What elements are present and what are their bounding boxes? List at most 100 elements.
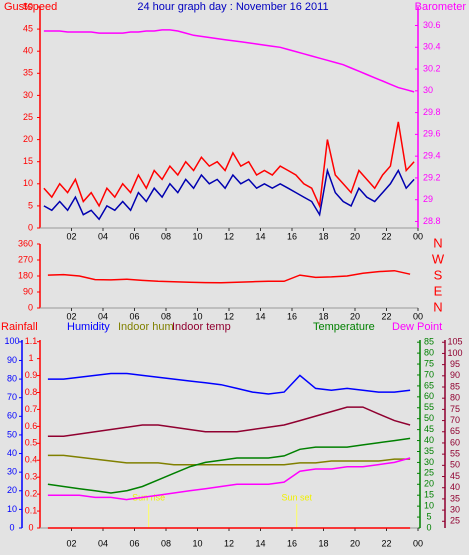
y-tick-label: 0 [426, 522, 431, 532]
series-line [47, 372, 411, 395]
x-tick-label: 16 [287, 231, 297, 241]
y-tick-label: 40 [7, 448, 17, 458]
y-tick-label: 105 [447, 337, 462, 347]
series-line [43, 121, 415, 209]
y-tick-label: 35 [450, 493, 460, 503]
y-tick-label: 20 [424, 479, 434, 489]
y-tick-label: 40 [23, 46, 33, 56]
x-tick-label: 16 [287, 311, 297, 321]
y-tick-label: 30.4 [423, 42, 441, 52]
x-tick-label: 14 [255, 231, 265, 241]
y-tick-label: 50 [450, 460, 460, 470]
y-tick-label: N [433, 235, 442, 250]
y-tick-label: 30 [424, 457, 434, 467]
y-tick-label: 95 [450, 359, 460, 369]
y-tick-label: 5 [28, 200, 33, 210]
y-tick-label: 70 [7, 392, 17, 402]
x-tick-label: 02 [66, 311, 76, 321]
x-tick-label: 06 [129, 538, 139, 548]
y-tick-label: 100 [447, 348, 462, 358]
y-tick-label: 0 [28, 522, 33, 532]
y-tick-label: 55 [424, 402, 434, 412]
y-tick-label: 10 [424, 501, 434, 511]
y-tick-label: 29.6 [423, 129, 441, 139]
y-tick-label: 80 [7, 373, 17, 383]
x-tick-label: 08 [161, 538, 171, 548]
y-tick-label: S [434, 267, 443, 282]
x-tick-label: 04 [98, 311, 108, 321]
y-tick-label: 50 [424, 413, 434, 423]
y-tick-label: 30 [450, 504, 460, 514]
y-tick-label: 90 [23, 286, 33, 296]
x-tick-label: 22 [381, 311, 391, 321]
x-tick-label: 00 [413, 231, 423, 241]
x-tick-label: 18 [318, 231, 328, 241]
y-tick-label: 1 [28, 353, 33, 363]
y-tick-label: W [432, 251, 445, 266]
y-tick-label: 55 [450, 449, 460, 459]
y-tick-label: 29 [423, 194, 433, 204]
x-tick-label: 22 [381, 538, 391, 548]
y-tick-label: 50 [7, 429, 17, 439]
y-tick-label: 60 [450, 437, 460, 447]
y-tick-label: 35 [23, 68, 33, 78]
y-tick-label: 70 [424, 369, 434, 379]
y-tick-label: 0.1 [25, 505, 38, 515]
y-tick-label: 25 [450, 516, 460, 526]
x-tick-label: 12 [224, 538, 234, 548]
y-tick-label: 80 [424, 347, 434, 357]
y-tick-label: 65 [424, 380, 434, 390]
y-tick-label: 50 [23, 1, 33, 11]
y-tick-label: 80 [450, 393, 460, 403]
series-line [47, 437, 411, 494]
y-tick-label: 45 [424, 424, 434, 434]
series-line [47, 454, 411, 466]
y-tick-label: 45 [23, 23, 33, 33]
x-tick-label: 00 [413, 538, 423, 548]
y-tick-label: 0 [9, 522, 14, 532]
y-tick-label: 60 [7, 411, 17, 421]
y-tick-label: 10 [23, 178, 33, 188]
legend-label: Temperature [313, 321, 375, 333]
x-tick-label: 08 [161, 311, 171, 321]
x-tick-label: 04 [98, 231, 108, 241]
x-tick-label: 10 [192, 311, 202, 321]
y-tick-label: 10 [7, 504, 17, 514]
legend-label: Humidity [67, 321, 110, 333]
y-tick-label: N [433, 299, 442, 314]
legend-label: Dew Point [392, 321, 442, 333]
x-tick-label: 12 [224, 311, 234, 321]
series-line [47, 269, 411, 284]
y-tick-label: 30.2 [423, 63, 441, 73]
x-tick-label: 02 [66, 231, 76, 241]
x-tick-label: 20 [350, 311, 360, 321]
y-tick-label: 1.1 [25, 336, 38, 346]
y-tick-label: 20 [23, 134, 33, 144]
y-tick-label: 0 [28, 222, 33, 232]
y-tick-label: 40 [450, 482, 460, 492]
y-tick-label: 70 [450, 415, 460, 425]
x-tick-label: 00 [413, 311, 423, 321]
y-tick-label: 35 [424, 446, 434, 456]
y-tick-label: 29.4 [423, 151, 441, 161]
y-tick-label: 15 [23, 156, 33, 166]
y-tick-label: 29.8 [423, 107, 441, 117]
x-tick-label: 14 [255, 311, 265, 321]
x-tick-label: 22 [381, 231, 391, 241]
y-tick-label: 270 [18, 254, 33, 264]
x-tick-label: 18 [318, 311, 328, 321]
series-line [47, 457, 411, 501]
y-tick-label: 90 [450, 370, 460, 380]
x-tick-label: 06 [129, 311, 139, 321]
x-tick-label: 20 [350, 231, 360, 241]
y-tick-label: 0.3 [25, 472, 38, 482]
series-line [43, 29, 415, 93]
y-tick-label: 0.8 [25, 387, 38, 397]
y-tick-label: E [434, 283, 443, 298]
x-tick-label: 18 [318, 538, 328, 548]
x-tick-label: 04 [98, 538, 108, 548]
y-tick-label: 45 [450, 471, 460, 481]
x-tick-label: 08 [161, 231, 171, 241]
y-tick-label: 30.6 [423, 20, 441, 30]
